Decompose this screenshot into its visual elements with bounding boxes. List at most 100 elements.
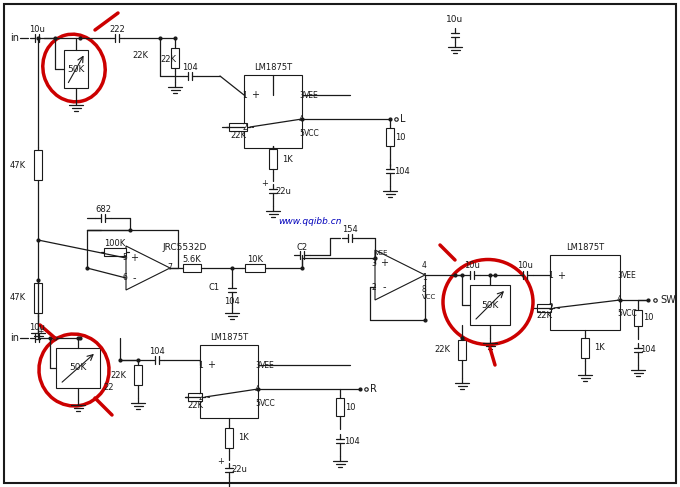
Text: -: - bbox=[382, 282, 386, 292]
Text: 5: 5 bbox=[255, 398, 260, 408]
Bar bbox=[183, 264, 201, 272]
Text: -: - bbox=[132, 273, 136, 283]
Bar bbox=[244, 75, 302, 148]
Text: 5: 5 bbox=[299, 129, 304, 137]
Text: LM1875T: LM1875T bbox=[210, 333, 248, 341]
Text: 22u: 22u bbox=[275, 187, 291, 195]
Text: VEE: VEE bbox=[260, 360, 275, 370]
Text: in: in bbox=[10, 333, 19, 343]
Text: 22K: 22K bbox=[434, 345, 450, 355]
Text: 2: 2 bbox=[371, 282, 376, 292]
Text: 104: 104 bbox=[344, 436, 360, 446]
Text: R: R bbox=[370, 384, 377, 394]
Text: in: in bbox=[10, 33, 19, 43]
Bar bbox=[134, 365, 142, 385]
Text: 1K: 1K bbox=[282, 154, 293, 164]
Text: 3: 3 bbox=[299, 91, 304, 99]
Text: 1K: 1K bbox=[594, 343, 605, 353]
Text: +: + bbox=[130, 253, 138, 263]
Bar bbox=[581, 338, 589, 358]
Text: +: + bbox=[217, 457, 224, 467]
Text: 1: 1 bbox=[422, 274, 427, 282]
Bar bbox=[225, 428, 233, 448]
Text: 1K: 1K bbox=[238, 433, 249, 443]
Text: VEE: VEE bbox=[375, 250, 388, 256]
Text: -: - bbox=[557, 303, 560, 313]
Text: +: + bbox=[380, 258, 388, 268]
Text: 10K: 10K bbox=[247, 256, 263, 264]
Text: C2: C2 bbox=[296, 243, 307, 251]
Bar bbox=[171, 48, 179, 68]
Text: 4: 4 bbox=[617, 296, 622, 304]
Text: +: + bbox=[251, 90, 259, 100]
Text: LM1875T: LM1875T bbox=[566, 243, 604, 251]
Text: 47K: 47K bbox=[10, 161, 26, 169]
Bar bbox=[386, 128, 394, 146]
Text: 1: 1 bbox=[199, 360, 203, 370]
Text: 1: 1 bbox=[242, 91, 247, 99]
Text: -: - bbox=[251, 122, 254, 132]
Text: 100K: 100K bbox=[104, 240, 126, 248]
Bar bbox=[104, 248, 126, 256]
Text: 22u: 22u bbox=[231, 466, 247, 474]
Text: 10u: 10u bbox=[29, 323, 45, 333]
Text: 5: 5 bbox=[122, 254, 127, 262]
Text: 104: 104 bbox=[640, 345, 656, 355]
Bar bbox=[64, 50, 88, 88]
Text: 50K: 50K bbox=[67, 64, 85, 74]
Text: 50K: 50K bbox=[481, 300, 498, 310]
Bar bbox=[470, 285, 510, 325]
Text: 10u: 10u bbox=[517, 262, 533, 270]
Bar bbox=[56, 348, 100, 388]
Text: 7: 7 bbox=[167, 263, 172, 273]
Text: 10u: 10u bbox=[446, 16, 464, 24]
Bar bbox=[34, 283, 42, 313]
Text: 104: 104 bbox=[224, 298, 240, 306]
Text: 50K: 50K bbox=[69, 363, 86, 373]
Text: VCC: VCC bbox=[422, 294, 437, 300]
Text: 4: 4 bbox=[255, 385, 260, 393]
Bar bbox=[229, 123, 247, 131]
Text: VCC: VCC bbox=[260, 398, 276, 408]
Text: SW: SW bbox=[660, 295, 676, 305]
Text: 22K: 22K bbox=[230, 131, 246, 139]
Text: +: + bbox=[37, 326, 44, 336]
Text: -: - bbox=[207, 392, 211, 402]
Text: 10u: 10u bbox=[29, 24, 45, 34]
Text: 1: 1 bbox=[548, 271, 553, 281]
Text: +: + bbox=[557, 271, 565, 281]
Text: 22K: 22K bbox=[132, 51, 148, 59]
Text: 682: 682 bbox=[95, 206, 111, 214]
Text: 2: 2 bbox=[242, 123, 247, 131]
Text: VCC: VCC bbox=[304, 129, 320, 137]
Text: 22K: 22K bbox=[110, 371, 126, 379]
Text: 8: 8 bbox=[422, 285, 427, 295]
Bar bbox=[269, 149, 277, 169]
Text: 104: 104 bbox=[149, 346, 165, 356]
Text: 2: 2 bbox=[199, 393, 203, 401]
Text: JRC5532D: JRC5532D bbox=[163, 244, 207, 252]
Text: L: L bbox=[400, 114, 405, 124]
Text: 10: 10 bbox=[345, 402, 355, 412]
Text: 47K: 47K bbox=[10, 294, 26, 302]
Text: 4: 4 bbox=[422, 261, 427, 269]
Text: 104: 104 bbox=[182, 62, 198, 72]
Text: VEE: VEE bbox=[622, 271, 636, 281]
Text: 154: 154 bbox=[342, 225, 358, 235]
Text: 10: 10 bbox=[395, 132, 405, 142]
Bar bbox=[34, 150, 42, 180]
Text: 4: 4 bbox=[299, 114, 304, 124]
Bar bbox=[200, 345, 258, 418]
Bar bbox=[537, 304, 551, 312]
Bar bbox=[634, 310, 642, 326]
Bar bbox=[245, 264, 265, 272]
Text: www.qqibb.cn: www.qqibb.cn bbox=[278, 218, 342, 226]
Text: VCC: VCC bbox=[622, 310, 638, 318]
Text: 3: 3 bbox=[617, 271, 622, 281]
Text: 5: 5 bbox=[617, 310, 622, 318]
Text: C1: C1 bbox=[209, 282, 220, 292]
Text: 2: 2 bbox=[548, 303, 553, 313]
Text: 22K: 22K bbox=[187, 400, 203, 410]
Text: 10u: 10u bbox=[464, 262, 480, 270]
Text: 22K: 22K bbox=[536, 312, 552, 320]
